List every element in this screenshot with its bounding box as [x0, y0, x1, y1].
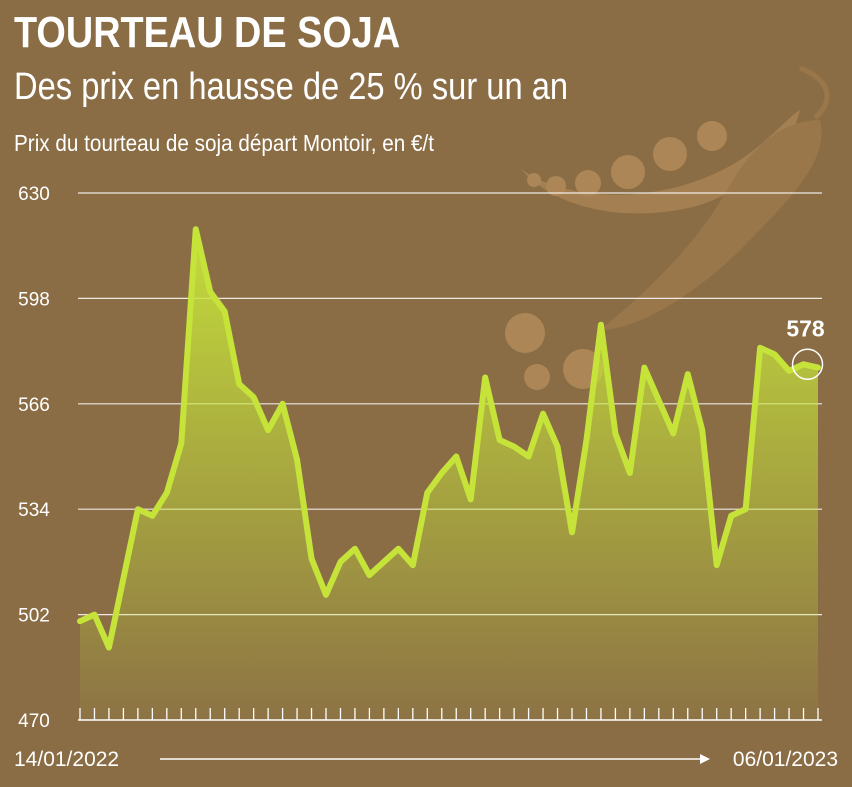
- price-area: [80, 229, 818, 720]
- y-axis-labels: 470 502 534 566 598 630: [18, 184, 50, 732]
- y-tick-label: 598: [18, 289, 50, 310]
- chart-subtitle: Des prix en hausse de 25 % sur un an: [14, 66, 569, 108]
- y-tick-label: 470: [18, 711, 50, 732]
- chart-title: TOURTEAU DE SOJA: [14, 8, 401, 57]
- last-value-label: 578: [786, 315, 825, 341]
- y-tick-label: 630: [18, 184, 50, 205]
- unit-label: Prix du tourteau de soja départ Montoir,…: [14, 130, 435, 156]
- soybean-pod-illustration: [505, 65, 830, 390]
- y-tick-label: 502: [18, 606, 50, 627]
- last-value-marker: [791, 348, 824, 381]
- price-line: [77, 226, 821, 651]
- y-tick-label: 566: [18, 395, 50, 416]
- area-layer: [77, 226, 821, 720]
- y-tick-label: 534: [18, 500, 50, 521]
- x-end-label: 06/01/2023: [733, 748, 838, 771]
- x-axis-ticks: [79, 708, 819, 720]
- timeline-arrow: [160, 754, 710, 764]
- x-start-label: 14/01/2022: [14, 748, 119, 771]
